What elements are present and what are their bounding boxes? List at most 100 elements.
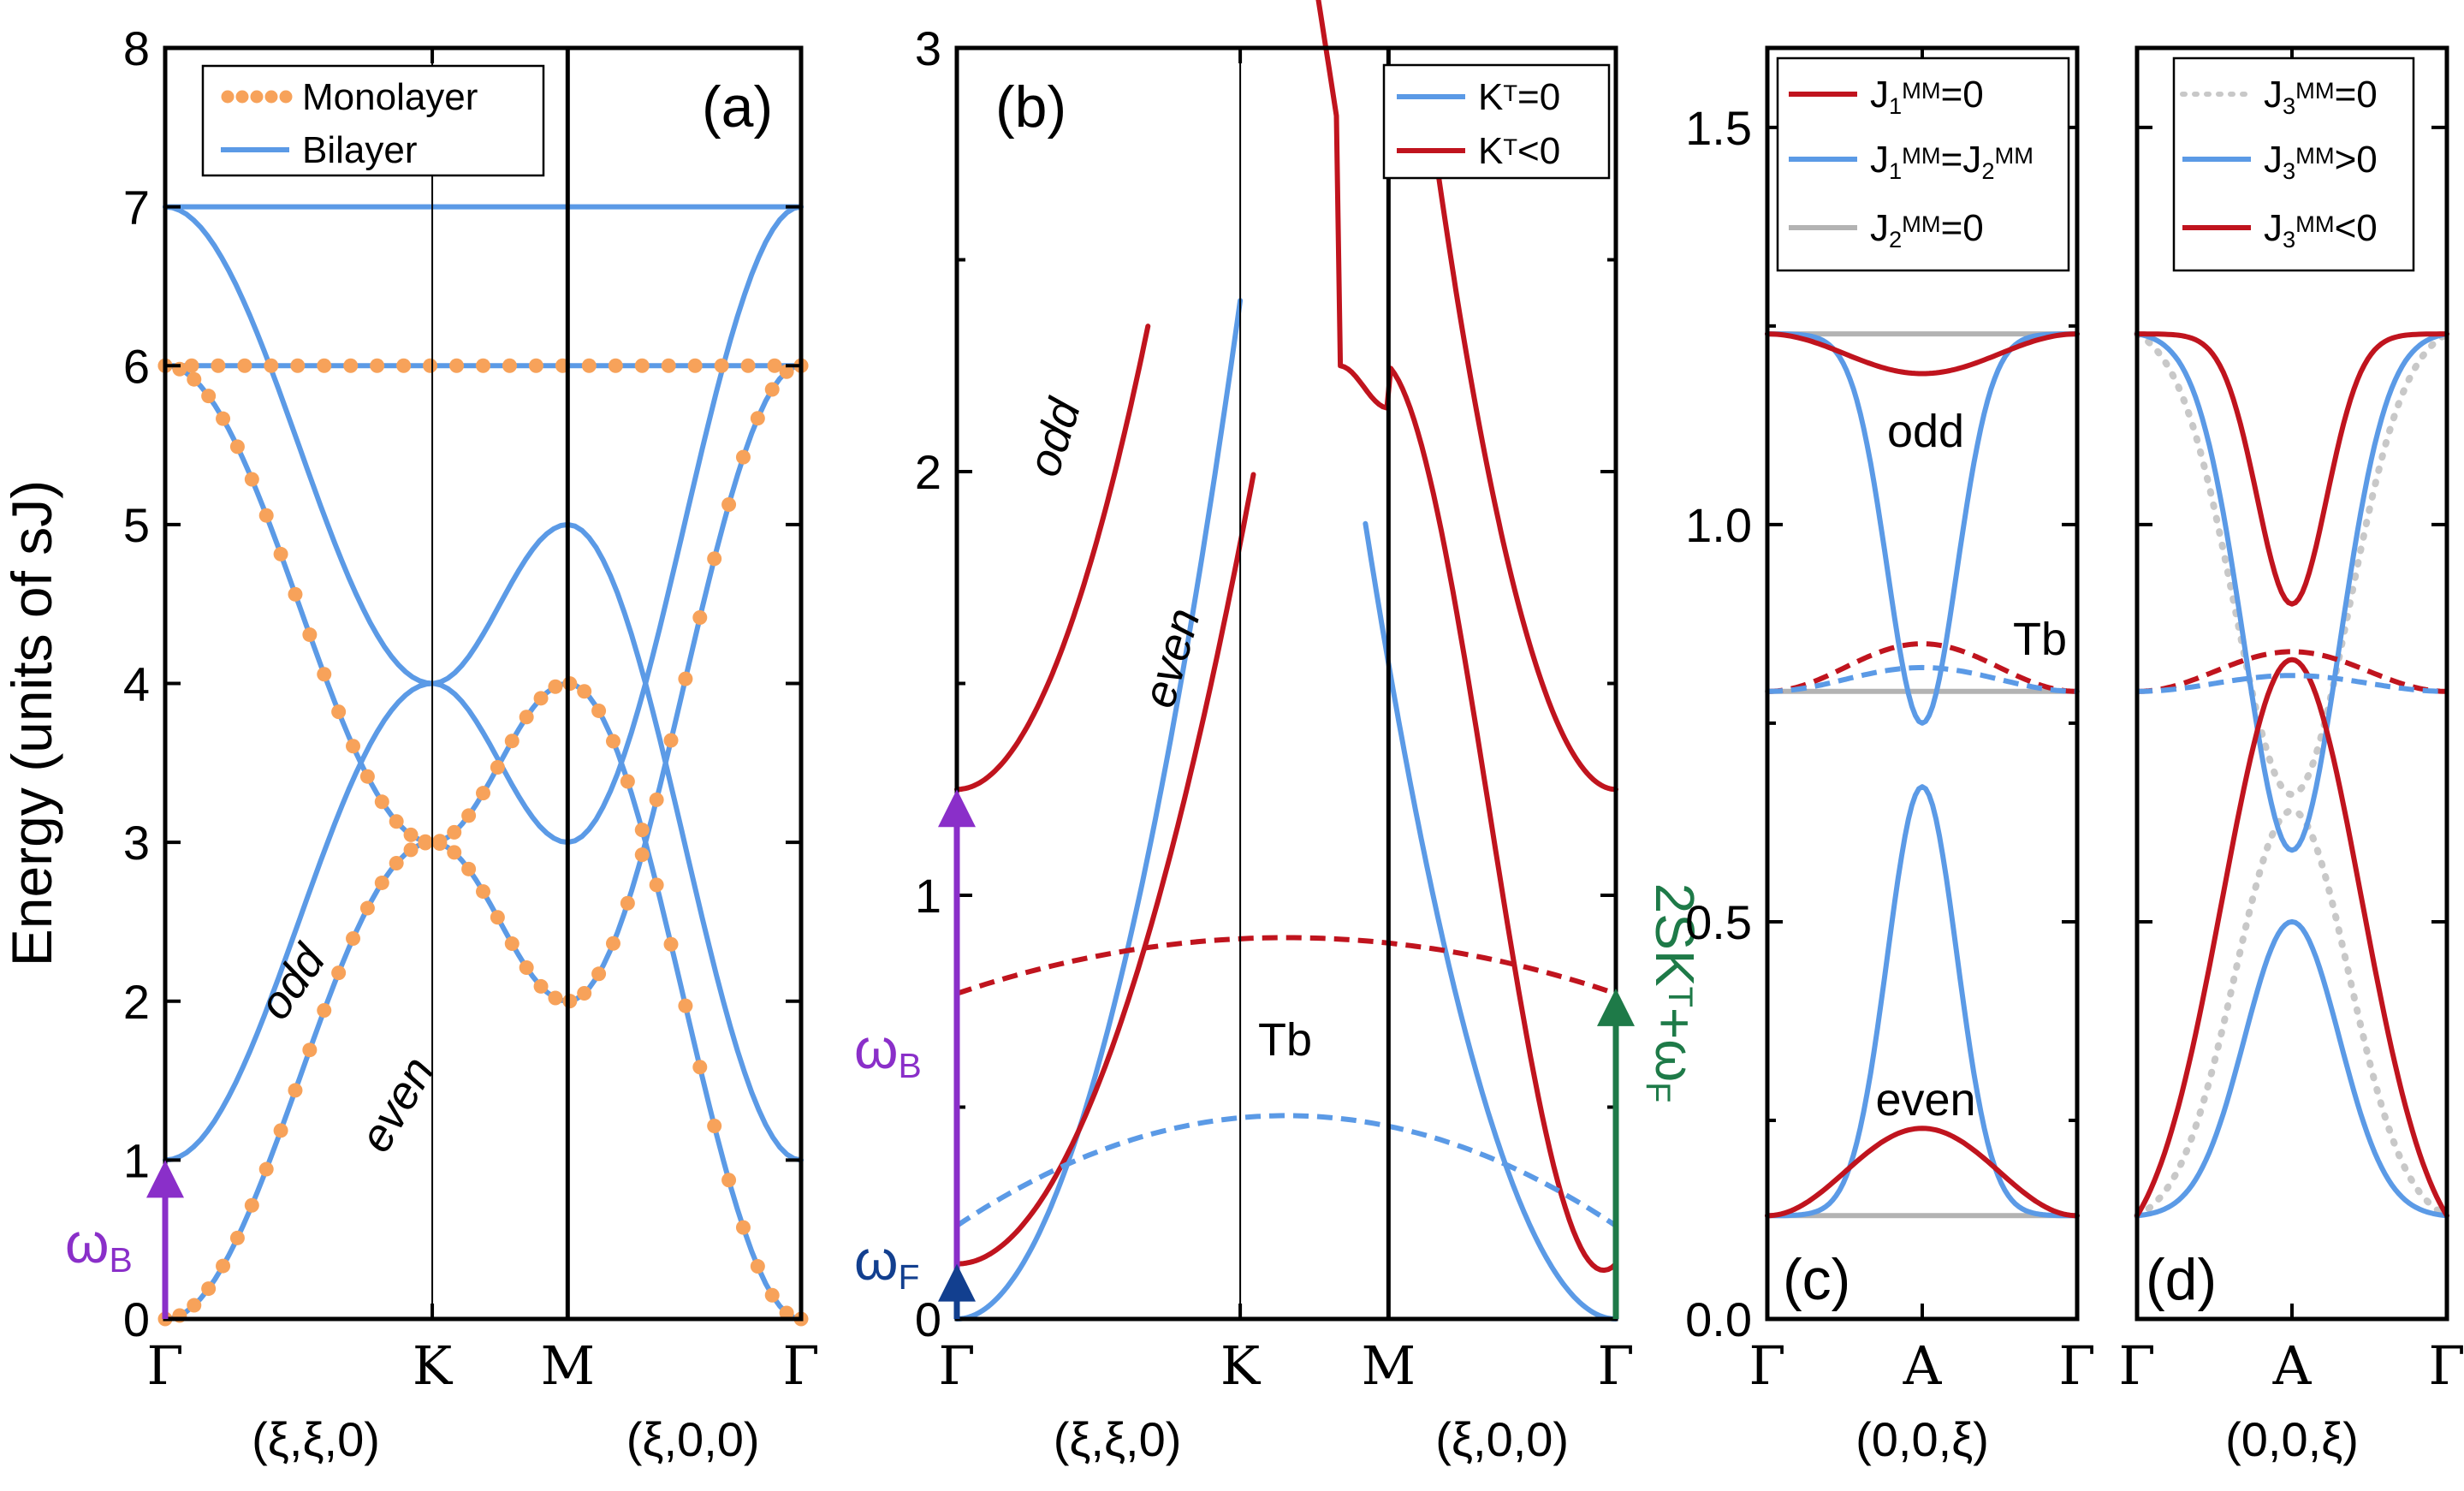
monolayer-dot [692,1060,708,1075]
x-tick-c-1-label: A [1903,1334,1943,1397]
monolayer-dot [389,856,404,871]
j3-pos-lower [2134,918,2449,1219]
monolayer-dot [370,358,385,373]
monolayer-dot [504,936,520,952]
monolayer-dot [707,551,722,567]
monolayer-dot [750,411,765,426]
x-sublabel-d: (0,0,ξ) [2225,1412,2359,1466]
panel-a: 0 1 2 3 4 5 6 7 8 Γ K M Γ (ξ,ξ,0) (ξ,0,0) Monolayer Bila… [65,21,820,1466]
monolayer-dot [418,834,433,849]
y-axis-label: Energy (units of sJ) [0,480,63,967]
y-tick-a-label: 5 [123,498,150,552]
y-tick-c-label: 1.5 [1685,101,1752,155]
legend-j2-zero-label: J2MM=0 [1870,207,1984,252]
monolayer-dot [476,786,490,801]
x-tick-b-0-label: Γ [938,1334,975,1397]
monolayer-dot [447,845,462,860]
monolayer-dot [750,1259,765,1274]
monolayer-dot [663,936,679,952]
j1-eq-j2-tb [1766,664,2078,694]
monolayer-dot [533,691,549,706]
monolayer-dot [764,1287,780,1303]
kt-neg-even-branch-left [954,472,1256,1267]
annotation-even-a: even [349,1048,444,1161]
monolayer-dot [273,546,288,561]
y-tick-c-label: 1.0 [1685,498,1752,552]
monolayer-dot [288,586,303,602]
axes-frame-b [954,45,1618,1322]
legend-monolayer-marker [221,90,235,104]
monolayer-dot [449,358,465,373]
y-tick-b-label: 0 [915,1292,941,1346]
j3-neg-tb [2136,649,2448,694]
monolayer-dot [581,358,597,373]
monolayer-dot [302,1043,318,1058]
kt-neg-even-branch-right [1315,0,1618,1274]
monolayer-dot [663,733,679,748]
monolayer-dot [767,358,782,373]
kt0-tb-band [955,1113,1618,1228]
legend-monolayer-label: Monolayer [302,76,478,118]
monolayer-dot [229,1230,245,1245]
monolayer-dot [502,358,517,373]
legend-j1-zero-label: J1MM=0 [1870,74,1984,119]
text-layer: Energy (units of sJ) [0,480,63,967]
j1-zero-tb [1766,641,2078,694]
panel-c: 0.0 0.5 1.0 1.5 Γ A Γ (0,0,ξ) J1MM=0 J1MM=J2MM J2M… [1685,45,2096,1466]
monolayer-dot [634,823,650,838]
monolayer-dot [519,959,534,975]
monolayer-dot [317,1002,332,1018]
monolayer-dot [735,1220,751,1235]
monolayer-dot [229,439,245,454]
j1-eq-j2-even [1765,784,2080,1219]
monolayer-dot [403,827,419,842]
kt-neg-odd-branch-left [954,324,1151,793]
annotation-tb-b: Tb [1258,1014,1312,1066]
monolayer-dot [490,910,505,925]
monolayer-dot [476,884,490,900]
monolayer-dot [476,358,490,373]
monolayer-dot [258,508,274,523]
kt0-even-branch-left [954,298,1244,1322]
monolayer-dot [187,371,202,387]
y-tick-a-label: 0 [123,1292,150,1346]
monolayer-dot [707,1119,722,1134]
annotation-omega-b-a: ωB [65,1211,133,1280]
bilayer-odd-optical [163,204,804,846]
monolayer-dot [359,769,375,784]
j3-zero-band-1 [2134,806,2450,1220]
monolayer-dot [577,684,592,699]
monolayer-dot [548,990,563,1006]
j1-zero-even [1765,1126,2080,1219]
j1-zero-odd [1765,331,2080,377]
monolayer-dot [721,1173,737,1188]
monolayer-dot [290,358,306,373]
legend-j3-zero-label: J3MM=0 [2264,74,2378,119]
monolayer-dot [317,358,332,373]
legend-kt0-label: KT=0 [1478,76,1560,118]
j3-pos-upper [2134,331,2449,853]
panel-label-a: (a) [702,74,773,140]
monolayer-dot [331,965,347,981]
monolayer-dot [740,358,756,373]
x-sublabel-c: (0,0,ξ) [1855,1412,1989,1466]
annotation-2skt-b: 2SKT+ωF [1639,883,1706,1103]
monolayer-dot [634,847,650,863]
annotation-odd-b: odd [1018,392,1091,483]
annotation-omega-b-b: ωB [854,1017,922,1085]
y-tick-a-label: 8 [123,21,150,75]
x-tick-b-3-label: Γ [1597,1334,1634,1397]
monolayer-dot [432,836,448,852]
monolayer-dot [548,679,563,694]
kt-neg-odd-branch-right [1428,122,1618,793]
legend-bilayer-label: Bilayer [302,129,418,171]
monolayer-dot [359,900,375,916]
j3-neg-lower [2134,656,2449,1219]
panel-label-d: (d) [2146,1247,2217,1312]
monolayer-dot [649,877,664,893]
monolayer-dot [461,808,477,823]
monolayer-dot [735,449,751,465]
monolayer-dot [389,814,404,829]
monolayer-dot [346,739,361,754]
